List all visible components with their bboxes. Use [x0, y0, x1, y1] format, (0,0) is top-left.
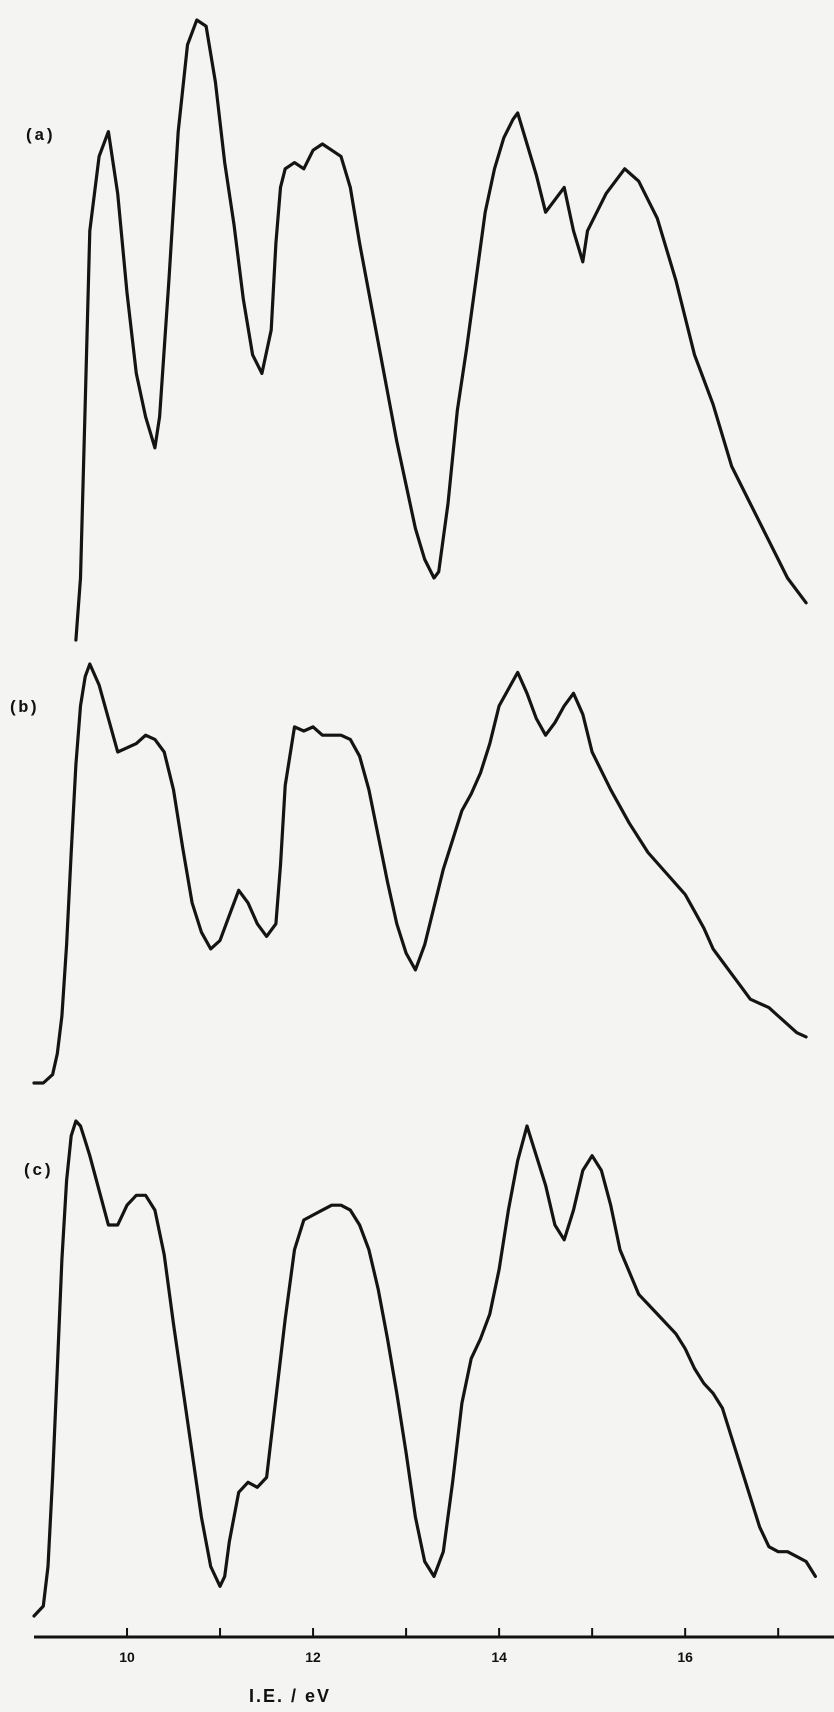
- panel-c: (c): [22, 1119, 817, 1618]
- panel-a: (a): [24, 18, 808, 642]
- x-tick-label-14: 14: [491, 1649, 507, 1665]
- x-tick-label-12: 12: [305, 1649, 321, 1665]
- x-axis: 10 12 14 16 I.E. / eV: [34, 1628, 834, 1706]
- x-tick-label-16: 16: [677, 1649, 693, 1665]
- spectrum-line-b: [32, 662, 808, 1085]
- x-axis-label: I.E. / eV: [249, 1686, 331, 1706]
- x-tick-label-10: 10: [119, 1649, 135, 1665]
- panel-a-label: (a): [24, 127, 55, 146]
- spectrum-line-c: [32, 1119, 817, 1618]
- spectrum-line-a: [74, 18, 808, 642]
- x-ticks: 10 12 14 16: [119, 1628, 780, 1665]
- panel-b: (b): [8, 662, 808, 1085]
- panel-c-label: (c): [22, 1162, 53, 1181]
- panel-b-label: (b): [8, 699, 39, 718]
